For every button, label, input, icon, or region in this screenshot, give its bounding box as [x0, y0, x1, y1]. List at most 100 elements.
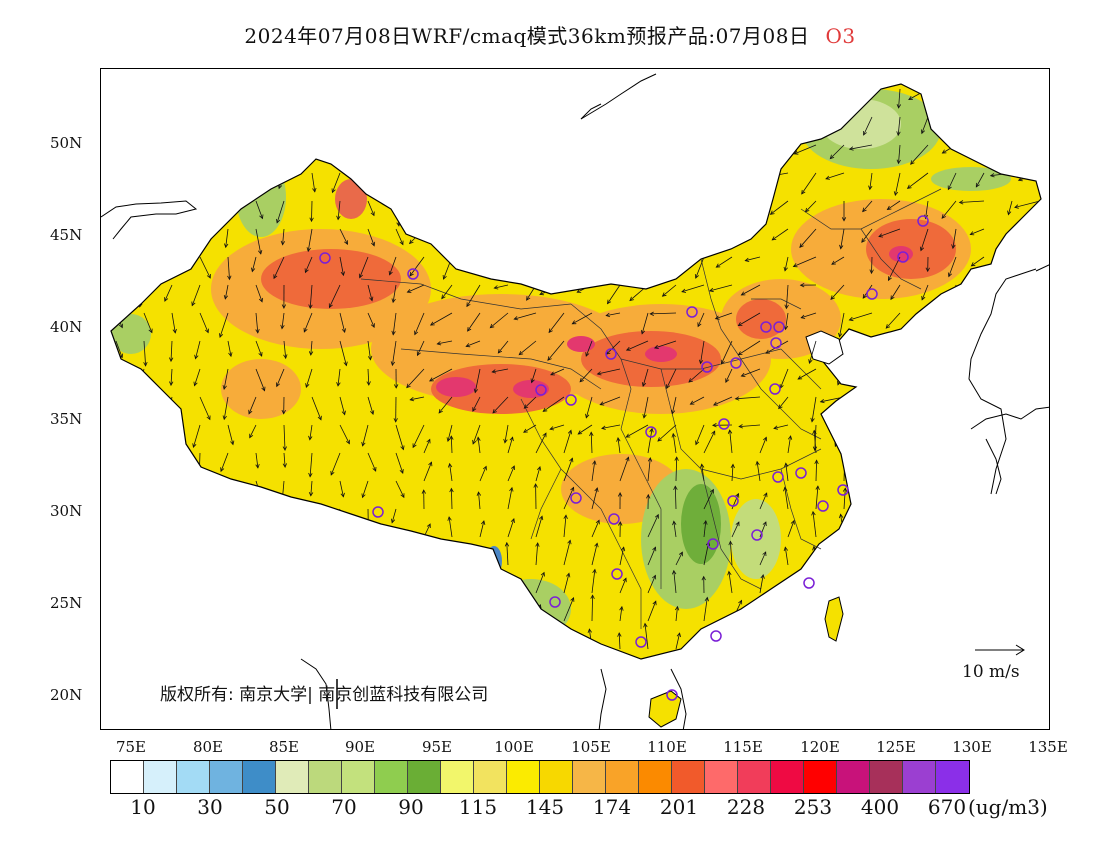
- wind-vector-head: [867, 513, 873, 519]
- wind-vector: [971, 256, 985, 267]
- station-marker: [666, 689, 678, 701]
- wind-vector: [784, 547, 789, 566]
- wind-vector-head: [430, 568, 435, 573]
- wind-vector: [894, 172, 901, 196]
- wind-vector-head: [848, 146, 854, 151]
- wind-vector: [878, 228, 901, 237]
- wind-vector: [820, 396, 845, 403]
- wind-vector: [591, 487, 598, 510]
- wind-vector-head: [281, 409, 286, 415]
- wind-vector: [143, 172, 153, 191]
- wind-vector-head: [674, 605, 680, 611]
- wind-vector-head: [503, 628, 509, 634]
- wind-vector-head: [616, 437, 621, 442]
- wind-vector-head: [678, 551, 683, 557]
- wind-vector: [811, 396, 817, 422]
- colorbar-swatch: [606, 761, 639, 793]
- wind-vector-head: [553, 182, 558, 187]
- colorbar-label: 400: [860, 795, 900, 819]
- wind-vector: [842, 551, 845, 566]
- wind-vector-head: [674, 456, 679, 461]
- wind-vector: [731, 663, 733, 677]
- wind-reference: 10 m/s: [960, 640, 1040, 690]
- lon-label-100e: 100E: [494, 738, 534, 756]
- wind-vector: [417, 340, 425, 356]
- wind-vector: [869, 514, 873, 538]
- wind-vector: [1039, 573, 1041, 594]
- wind-vector-head: [878, 342, 884, 347]
- wind-vector-head: [574, 118, 580, 123]
- wind-vector-head: [255, 463, 260, 469]
- wind-vector-head: [442, 274, 447, 280]
- wind-vector-head: [196, 239, 201, 245]
- wind-vector-head: [567, 429, 573, 435]
- wind-vector-head: [260, 499, 265, 505]
- wind-vector: [474, 228, 481, 247]
- wind-vector: [863, 116, 873, 136]
- wind-vector: [528, 200, 537, 217]
- wind-vector-head: [652, 574, 657, 580]
- wind-vector-head: [116, 129, 122, 135]
- wind-vector: [662, 284, 677, 297]
- wind-vector: [801, 312, 817, 319]
- wind-vector-head: [947, 272, 952, 278]
- wind-vector-head: [896, 599, 902, 604]
- wind-vector-head: [542, 432, 547, 438]
- lat-label-35n: 35N: [50, 410, 83, 428]
- wind-vector: [564, 682, 573, 705]
- wind-vector-head: [925, 519, 930, 525]
- wind-vector-head: [839, 623, 845, 629]
- wind-vector: [472, 396, 481, 412]
- wind-vector-head: [395, 637, 401, 643]
- wind-vector-head: [513, 148, 519, 153]
- wind-vector-head: [937, 87, 942, 93]
- wind-vector: [311, 592, 316, 613]
- wind-vector: [643, 396, 649, 418]
- wind-vector: [140, 116, 145, 133]
- wind-vector-head: [476, 436, 481, 442]
- wind-vector-head: [885, 324, 891, 329]
- wind-vector: [337, 88, 341, 105]
- wind-vector-head: [248, 409, 253, 415]
- wind-vector: [785, 463, 789, 482]
- wind-vector: [283, 424, 286, 451]
- wind-vector-head: [223, 608, 228, 614]
- wind-vector: [970, 88, 985, 105]
- wind-vector-head: [570, 596, 575, 602]
- wind-vector: [1039, 515, 1041, 538]
- wind-vector-head: [985, 634, 990, 640]
- wind-vector-head: [789, 653, 794, 658]
- wind-vector-head: [661, 292, 667, 297]
- wind-vector-head: [121, 470, 126, 476]
- wind-vector-head: [546, 160, 551, 165]
- wind-vector-head: [111, 696, 115, 700]
- wind-vector-head: [520, 174, 526, 179]
- wind-vector-head: [279, 726, 283, 730]
- wind-vector: [785, 312, 789, 330]
- wind-vector: [759, 521, 767, 538]
- wind-vector-head: [511, 683, 515, 687]
- wind-vector: [619, 578, 627, 594]
- wind-vector-head: [736, 684, 739, 688]
- wind-vector: [1039, 492, 1041, 510]
- wind-vector-head: [601, 425, 606, 430]
- wind-vector: [171, 228, 181, 246]
- wind-vector: [900, 682, 904, 705]
- wind-vector: [253, 172, 257, 192]
- wind-vector: [339, 340, 347, 366]
- wind-vector: [309, 284, 313, 309]
- wind-vector-head: [950, 567, 955, 573]
- wind-vector-head: [893, 191, 899, 197]
- wind-vector: [840, 228, 845, 249]
- wind-vector-head: [310, 528, 315, 534]
- wind-vector-head: [280, 99, 285, 105]
- wind-vector-head: [765, 600, 769, 606]
- wind-vector: [255, 452, 259, 468]
- wind-vector-head: [359, 613, 364, 619]
- wind-vector-head: [252, 187, 257, 193]
- lon-label-115e: 115E: [723, 738, 763, 756]
- wind-vector-head: [170, 105, 176, 110]
- wind-vector: [164, 284, 173, 302]
- wind-vector: [697, 312, 705, 327]
- wind-vector-head: [763, 436, 768, 442]
